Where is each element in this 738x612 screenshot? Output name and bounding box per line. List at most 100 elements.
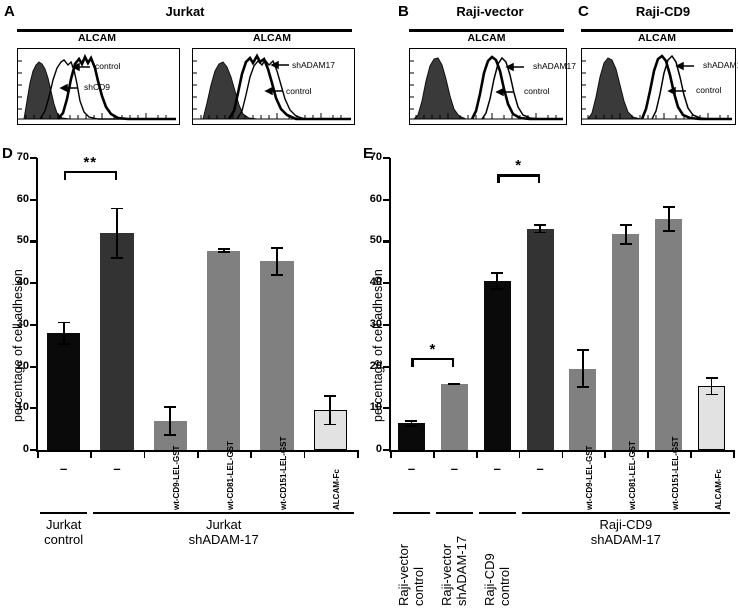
error-cap-top (164, 405, 177, 408)
panel-letter-c: C (578, 3, 589, 20)
panel-letter-b: B (398, 3, 409, 20)
flow-annotation-a1-shcd9: shCD9 (84, 82, 110, 92)
x-category-label: – (407, 461, 416, 476)
error-cap-bottom (324, 423, 337, 426)
error-bar (276, 247, 278, 276)
y-tick (383, 323, 390, 327)
x-tick (90, 450, 93, 458)
error-cap-bottom (705, 393, 718, 396)
flow-panel-title-b: Raji-vector (456, 4, 524, 19)
error-bar (539, 224, 541, 234)
group-rule (478, 512, 516, 515)
group-label: Raji-CD9 control (482, 553, 512, 606)
x-category-label: – (113, 461, 121, 476)
panel-e-chart: 0 10 20 30 40 50 60 70 – – – – wt-CD9-LEL-GST wt-CD81… (355, 140, 738, 612)
y-tick (30, 407, 37, 410)
histogram-plot-a1 (18, 53, 176, 121)
panel-c-rule (581, 29, 733, 32)
flow-annotation-b-shadam17: shADAM17 (533, 61, 576, 71)
panel-a-rule (17, 29, 352, 32)
bar (655, 219, 683, 450)
x-category-label: ALCAM-Fc (713, 469, 723, 510)
flow-annotation-a2-control: control (286, 86, 312, 96)
flow-histogram-a2 (192, 48, 355, 125)
y-tick (383, 198, 390, 201)
panel-letter-a: A (4, 3, 15, 20)
panel-b-rule (409, 29, 564, 32)
error-bar (169, 405, 172, 436)
group-label: Raji-vector shADAM-17 (439, 535, 469, 606)
x-category-label: wt-CD151-LEL-GST (279, 436, 288, 510)
significance-symbol: * (429, 340, 437, 358)
group-label: Jurkat control (44, 517, 84, 547)
flow-annotation-b-control: control (524, 86, 550, 96)
y-tick (383, 240, 390, 243)
y-tick (383, 449, 390, 452)
significance-bracket (497, 174, 541, 184)
group-label: Jurkat shADAM-17 (188, 517, 259, 547)
y-tick (383, 407, 390, 410)
significance-bracket (411, 357, 455, 367)
y-tick (30, 157, 37, 160)
x-tick (37, 450, 39, 458)
y-tick (30, 240, 37, 243)
y-axis-line (389, 158, 392, 451)
error-cap-bottom (57, 343, 70, 345)
x-tick (390, 450, 392, 458)
x-tick (733, 450, 735, 458)
y-tick-label: 60 (369, 192, 382, 205)
group-rule (393, 512, 430, 515)
error-cap-bottom (619, 242, 632, 245)
y-tick (30, 282, 37, 285)
y-tick-label: 40 (369, 276, 382, 289)
y-tick-label: 70 (16, 151, 29, 163)
bar (100, 233, 134, 450)
y-tick (30, 449, 37, 452)
error-bar (496, 271, 499, 291)
error-cap-top (111, 207, 123, 210)
bar (526, 228, 554, 450)
x-category-label: wt-CD9-LEL-GST (584, 445, 594, 510)
x-category-label: wt-CD81-LEL-GST (225, 441, 235, 510)
error-cap-top (534, 224, 547, 227)
flow-annotation-a1-control: control (95, 61, 121, 71)
panel-d-chart: 0 10 20 30 40 50 60 70 – – wt-CD9-LEL-GST wt-CD81-L… (0, 140, 370, 612)
bar (612, 234, 640, 450)
panel-letter-e: E (363, 145, 374, 162)
histogram-plot-c (582, 54, 732, 121)
y-tick-label: 50 (16, 234, 29, 247)
error-cap-bottom (448, 383, 461, 386)
x-category-label: – (450, 461, 458, 476)
y-tick-label: 0 (375, 443, 382, 455)
flow-histogram-a1 (17, 48, 180, 125)
y-tick-label: 10 (16, 401, 29, 414)
x-category-label: wt-CD9-LEL-GST (172, 445, 182, 510)
significance-bracket (63, 170, 117, 180)
x-tick (647, 450, 650, 458)
y-tick-label: 30 (16, 317, 29, 330)
x-category-label: ALCAM-Fc (332, 469, 342, 510)
x-tick (197, 450, 199, 458)
error-bar (710, 377, 713, 396)
alcam-label-c: ALCAM (638, 32, 676, 44)
group-rule (93, 512, 354, 515)
flow-histogram-b (409, 48, 567, 125)
flow-annotation-c-control: control (696, 85, 722, 95)
x-tick (143, 450, 146, 458)
group-rule (521, 512, 730, 515)
error-cap-top (705, 377, 718, 379)
flow-annotation-a2-shadam17: shADAM17 (292, 60, 335, 70)
group-label: Raji-vector control (396, 543, 426, 606)
y-tick (30, 365, 37, 368)
bar (46, 333, 81, 450)
error-cap-bottom (491, 288, 504, 291)
flow-histogram-c (581, 48, 736, 125)
error-bar (410, 419, 413, 427)
significance-symbol: ** (83, 153, 98, 171)
y-tick-label: 20 (16, 359, 29, 372)
y-tick-label: 20 (369, 359, 382, 372)
x-category-label: – (60, 461, 68, 476)
group-label: Raji-CD9 shADAM-17 (590, 517, 661, 547)
error-cap-top (619, 223, 632, 226)
x-tick (432, 450, 435, 458)
